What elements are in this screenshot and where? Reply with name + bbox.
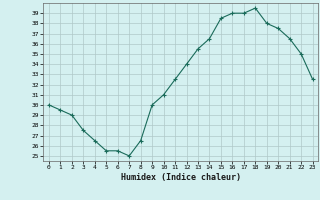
X-axis label: Humidex (Indice chaleur): Humidex (Indice chaleur)	[121, 173, 241, 182]
